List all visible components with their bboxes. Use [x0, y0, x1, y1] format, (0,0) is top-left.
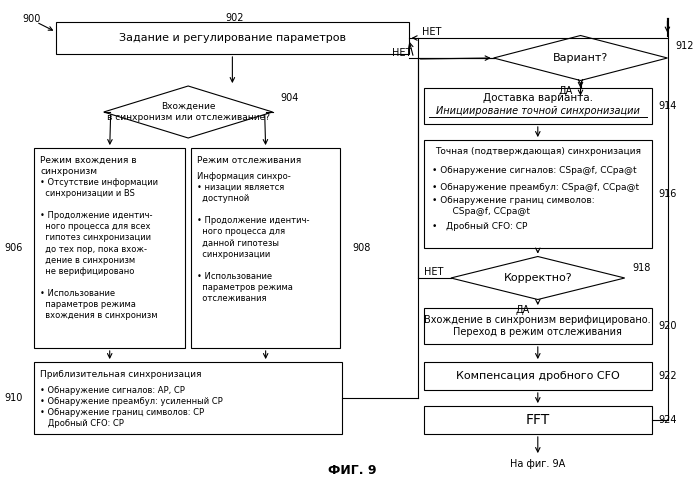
Text: 906: 906: [4, 243, 22, 253]
Text: 920: 920: [658, 321, 677, 331]
Text: Приблизительная синхронизация: Приблизительная синхронизация: [40, 370, 202, 379]
Bar: [34, 148, 185, 348]
Text: Компенсация дробного CFO: Компенсация дробного CFO: [456, 371, 620, 381]
Bar: [34, 362, 342, 434]
Text: Вхождение
в синхронизм или отслеживание?: Вхождение в синхронизм или отслеживание?: [107, 102, 270, 122]
Text: Корректно?: Корректно?: [503, 273, 572, 283]
Bar: [424, 362, 652, 390]
Text: 900: 900: [22, 14, 41, 24]
Text: 916: 916: [658, 189, 677, 199]
Text: Вариант?: Вариант?: [553, 53, 608, 63]
Text: ДА: ДА: [516, 304, 530, 315]
Text: 908: 908: [352, 243, 370, 253]
Text: 902: 902: [226, 13, 244, 23]
Text: FFT: FFT: [526, 413, 550, 427]
Text: 918: 918: [633, 263, 651, 273]
Text: 912: 912: [675, 41, 694, 51]
Text: 904: 904: [280, 93, 299, 103]
Text: НЕТ: НЕТ: [421, 27, 441, 37]
Text: Точная (подтверждающая) синхронизация: Точная (подтверждающая) синхронизация: [435, 147, 641, 155]
Text: ДА: ДА: [559, 86, 572, 95]
Bar: [424, 406, 652, 434]
Text: 914: 914: [658, 101, 677, 111]
Bar: [424, 140, 652, 248]
Text: ФИГ. 9: ФИГ. 9: [328, 464, 376, 477]
Text: • Обнаружение преамбул: CSpa@f, CCpa@t: • Обнаружение преамбул: CSpa@f, CCpa@t: [431, 183, 639, 192]
Polygon shape: [103, 86, 273, 138]
Polygon shape: [493, 35, 668, 80]
Text: 922: 922: [658, 371, 677, 381]
Text: • Обнаружение границ символов:: • Обнаружение границ символов:: [431, 196, 594, 205]
Text: НЕТ: НЕТ: [392, 48, 412, 58]
Text: CSpa@f, CCpa@t: CSpa@f, CCpa@t: [442, 207, 531, 216]
Text: Инициирование точной синхронизации: Инициирование точной синхронизации: [436, 106, 640, 116]
Text: Информация синхро-
• низации является
  доступной

• Продолжение идентич-
  ного: Информация синхро- • низации является до…: [197, 172, 310, 303]
Text: 910: 910: [4, 393, 22, 403]
Text: • Обнаружение сигналов: CSpa@f, CCpa@t: • Обнаружение сигналов: CSpa@f, CCpa@t: [431, 166, 636, 175]
Bar: [56, 22, 409, 54]
Text: 924: 924: [658, 415, 677, 425]
Text: Доставка варианта.: Доставка варианта.: [483, 93, 593, 103]
Text: Режим вхождения в
синхронизм: Режим вхождения в синхронизм: [40, 156, 137, 176]
Text: • Обнаружение сигналов: АР, СР
• Обнаружение преамбул: усиленный СР
• Обнаружени: • Обнаружение сигналов: АР, СР • Обнаруж…: [40, 386, 223, 428]
Text: Задание и регулирование параметров: Задание и регулирование параметров: [119, 33, 346, 43]
Text: Режим отслеживания: Режим отслеживания: [197, 156, 301, 165]
Text: На фиг. 9А: На фиг. 9А: [510, 459, 565, 469]
Bar: [191, 148, 340, 348]
Text: •   Дробный CFO: СР: • Дробный CFO: СР: [431, 222, 527, 231]
Bar: [424, 308, 652, 344]
Bar: [424, 88, 652, 124]
Polygon shape: [451, 257, 625, 300]
Text: • Отсутствие информации
  синхронизации и BS

• Продолжение идентич-
  ного проц: • Отсутствие информации синхронизации и …: [40, 178, 158, 320]
Text: НЕТ: НЕТ: [424, 267, 443, 277]
Text: Вхождение в синхронизм верифицировано.
Переход в режим отслеживания: Вхождение в синхронизм верифицировано. П…: [424, 315, 651, 337]
